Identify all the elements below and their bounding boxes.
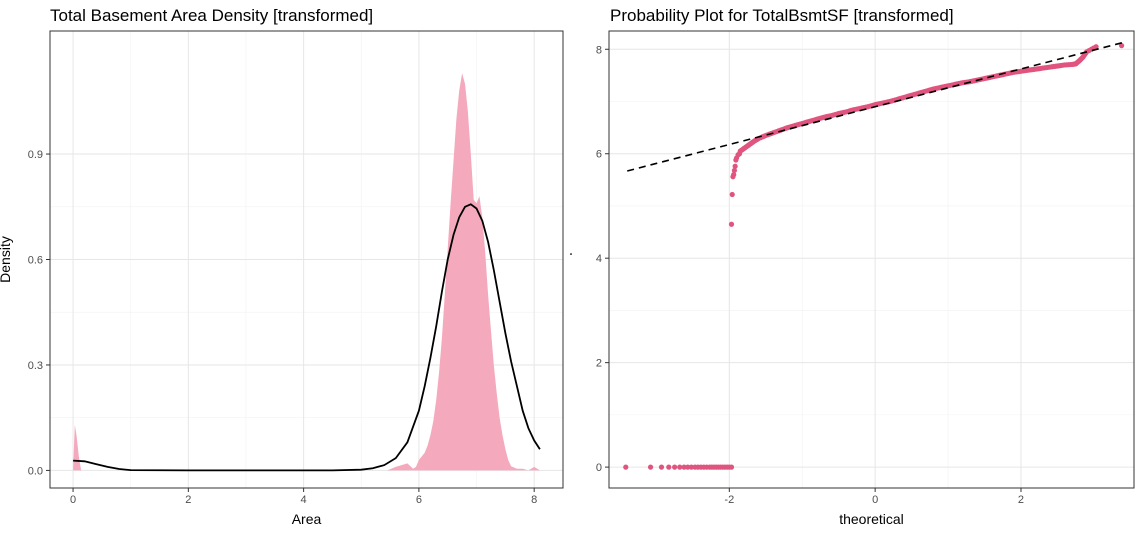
- probability-tick-label-y: 4: [596, 253, 602, 265]
- density-tick-label-y: 0.0: [28, 465, 43, 477]
- probability-point: [685, 464, 691, 470]
- probability-point: [658, 464, 665, 470]
- probability-point: [1093, 44, 1099, 50]
- density-panel: Total Basement Area Density [transformed…: [0, 0, 570, 537]
- probability-tick-label-y: 0: [596, 462, 602, 474]
- probability-point: [729, 191, 735, 198]
- density-tick-label-y: 0.6: [28, 255, 43, 267]
- density-tick-label-y: 0.3: [28, 360, 43, 372]
- probability-point: [677, 464, 683, 470]
- probability-y-axis-title: sample: [570, 237, 572, 282]
- probability-point: [672, 464, 678, 470]
- probability-tick-label-x: 2: [1018, 494, 1024, 506]
- probability-point: [623, 464, 629, 470]
- probability-point: [731, 172, 737, 178]
- probability-chart: -2 0 2 0 2 4 6 8 theoretical sample: [570, 30, 1135, 527]
- probability-point: [728, 464, 735, 470]
- probability-point: [1119, 43, 1125, 49]
- probability-point: [688, 464, 694, 470]
- probability-point: [731, 167, 738, 174]
- probability-tick-label-y: 6: [596, 149, 602, 161]
- density-plot-border: [49, 30, 564, 489]
- probability-tick-label-y: 8: [596, 44, 602, 56]
- density-chart: 0 2 4 6 8 0.0 0.3 0.6 0.9 Area Density: [0, 30, 564, 527]
- probability-tick-label-x: -2: [724, 494, 734, 506]
- probability-chart-title: Probability Plot for TotalBsmtSF [transf…: [610, 6, 954, 25]
- density-histogram-area: [73, 73, 540, 471]
- probability-tick-label-x: 0: [872, 494, 878, 506]
- probability-tick-label-y: 2: [596, 358, 602, 370]
- probability-x-axis-title: theoretical: [839, 511, 904, 527]
- density-x-axis-title: Area: [292, 511, 322, 527]
- probability-plot-border: [608, 30, 1135, 489]
- probability-point: [647, 464, 654, 470]
- probability-point: [681, 464, 687, 470]
- probability-point: [732, 163, 738, 169]
- probability-panel: Probability Plot for TotalBsmtSF [transf…: [570, 0, 1141, 537]
- density-tick-label-x: 2: [185, 494, 191, 506]
- density-chart-title: Total Basement Area Density [transformed…: [50, 6, 374, 25]
- density-tick-label-x: 0: [70, 494, 76, 506]
- density-tick-label-y: 0.9: [28, 149, 43, 161]
- probability-point: [728, 221, 735, 227]
- density-tick-label-x: 6: [416, 494, 422, 506]
- probability-reference-line: [627, 41, 1124, 172]
- density-tick-label-x: 8: [531, 494, 537, 506]
- density-y-axis-title: Density: [0, 236, 13, 283]
- density-normal-curve: [73, 203, 541, 472]
- density-tick-label-x: 4: [301, 494, 307, 506]
- probability-point: [666, 464, 672, 470]
